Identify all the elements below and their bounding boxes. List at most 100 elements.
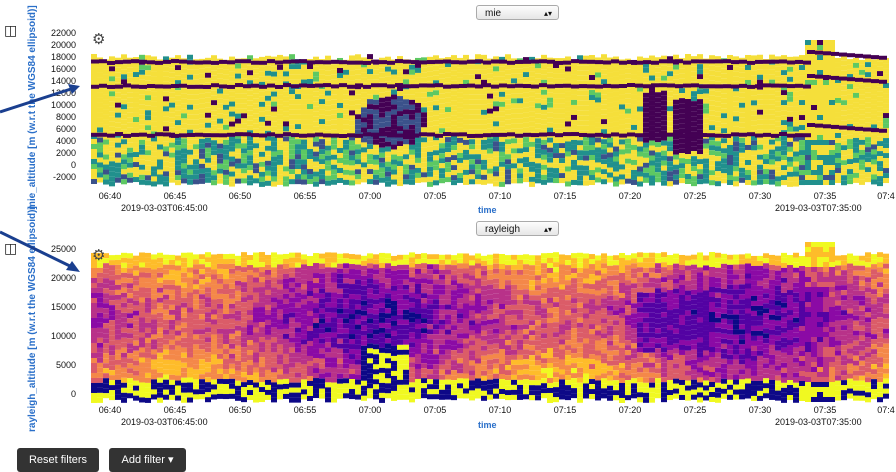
altitude-band-segment	[403, 60, 411, 64]
heatmap-cell	[823, 100, 829, 105]
heatmap-cell	[91, 273, 97, 278]
heatmap-cell	[127, 273, 133, 278]
heatmap-cell	[211, 384, 217, 389]
heatmap-cell	[175, 145, 181, 150]
heatmap-cell	[883, 113, 889, 118]
heatmap-cell	[187, 258, 193, 263]
altitude-band-segment	[443, 132, 451, 136]
heatmap-cell	[373, 160, 379, 165]
heatmap-cell	[109, 141, 115, 146]
heatmap-cell	[577, 110, 583, 115]
heatmap-cell	[529, 117, 535, 122]
heatmap-cell	[841, 95, 847, 100]
heatmap-cell	[157, 119, 163, 124]
heatmap-cell	[325, 166, 331, 171]
heatmap-cell	[217, 284, 223, 289]
heatmap-cell	[103, 378, 109, 383]
heatmap-cell	[133, 341, 139, 346]
heatmap-cell	[217, 119, 223, 124]
y-tick: 14000	[36, 76, 76, 86]
rayleigh-heatmap-plot[interactable]	[87, 238, 896, 403]
heatmap-cell	[193, 179, 199, 184]
heatmap-cell	[307, 341, 313, 346]
heatmap-cell	[631, 160, 637, 165]
heatmap-cell	[715, 161, 721, 166]
heatmap-cell	[727, 120, 733, 125]
heatmap-cell	[121, 253, 127, 258]
heatmap-cell	[109, 350, 115, 355]
heatmap-cell	[781, 70, 787, 75]
heatmap-cell	[715, 126, 721, 131]
heatmap-cell	[775, 106, 781, 111]
heatmap-cell	[487, 139, 493, 144]
heatmap-cell	[769, 160, 775, 165]
heatmap-cell	[163, 156, 169, 161]
heatmap-cell	[235, 291, 241, 296]
gear-icon[interactable]: ⚙	[92, 30, 105, 48]
heatmap-cell	[343, 100, 349, 105]
heatmap-cell	[709, 150, 715, 155]
heatmap-cell	[397, 181, 403, 186]
altitude-band-segment	[839, 53, 847, 57]
heatmap-cell	[121, 144, 127, 149]
heatmap-cell	[337, 389, 343, 394]
heatmap-cell	[841, 110, 847, 115]
heatmap-cell	[163, 91, 169, 96]
heatmap-cell	[511, 93, 517, 98]
heatmap-cell	[607, 68, 613, 73]
heatmap-cell	[643, 163, 649, 168]
heatmap-cell	[451, 155, 457, 160]
heatmap-cell	[157, 393, 163, 398]
heatmap-cell	[829, 105, 835, 110]
heatmap-cell	[97, 348, 103, 353]
heatmap-cell	[391, 75, 397, 80]
heatmap-cell	[835, 173, 841, 178]
heatmap-cell	[673, 55, 679, 60]
heatmap-cell	[109, 385, 115, 390]
heatmap-cell	[541, 145, 547, 150]
save-icon[interactable]: ◫	[4, 240, 17, 257]
heatmap-cell	[127, 263, 133, 268]
heatmap-cell	[655, 67, 661, 72]
mie-parameter-select[interactable]: mie ▴▾	[476, 5, 559, 20]
altitude-band-segment	[467, 84, 475, 88]
heatmap-cell	[325, 352, 331, 357]
heatmap-cell	[187, 358, 193, 363]
heatmap-cell	[421, 137, 427, 142]
heatmap-cell	[433, 115, 439, 120]
heatmap-cell	[541, 160, 547, 165]
heatmap-cell	[517, 103, 523, 108]
heatmap-cell	[277, 269, 283, 274]
heatmap-cell	[763, 104, 769, 109]
heatmap-cell	[787, 117, 793, 122]
heatmap-cell	[151, 156, 157, 161]
heatmap-cell	[379, 143, 385, 148]
heatmap-cell	[655, 97, 661, 102]
heatmap-cell	[541, 105, 547, 110]
rayleigh-parameter-select[interactable]: rayleigh ▴▾	[476, 221, 559, 236]
mie-heatmap-plot[interactable]	[87, 20, 896, 190]
heatmap-cell	[163, 176, 169, 181]
save-icon[interactable]: ◫	[4, 22, 17, 39]
altitude-band-segment	[371, 133, 379, 137]
heatmap-cell	[781, 110, 787, 115]
heatmap-cell	[559, 158, 565, 163]
heatmap-cell	[631, 125, 637, 130]
heatmap-cell	[193, 169, 199, 174]
heatmap-cell	[295, 353, 301, 358]
altitude-band-segment	[435, 83, 443, 87]
heatmap-cell	[247, 65, 253, 70]
heatmap-cell	[721, 98, 727, 103]
heatmap-cell	[313, 353, 319, 358]
heatmap-cell	[307, 179, 313, 184]
heatmap-cell	[139, 120, 145, 125]
heatmap-cell	[277, 304, 283, 309]
heatmap-cell	[715, 111, 721, 116]
heatmap-cell	[343, 180, 349, 185]
heatmap-cell	[679, 68, 685, 73]
heatmap-cell	[781, 65, 787, 70]
heatmap-cell	[115, 315, 121, 320]
heatmap-cell	[253, 363, 259, 368]
y-tick: 10000	[36, 331, 76, 341]
heatmap-cell	[199, 334, 205, 339]
